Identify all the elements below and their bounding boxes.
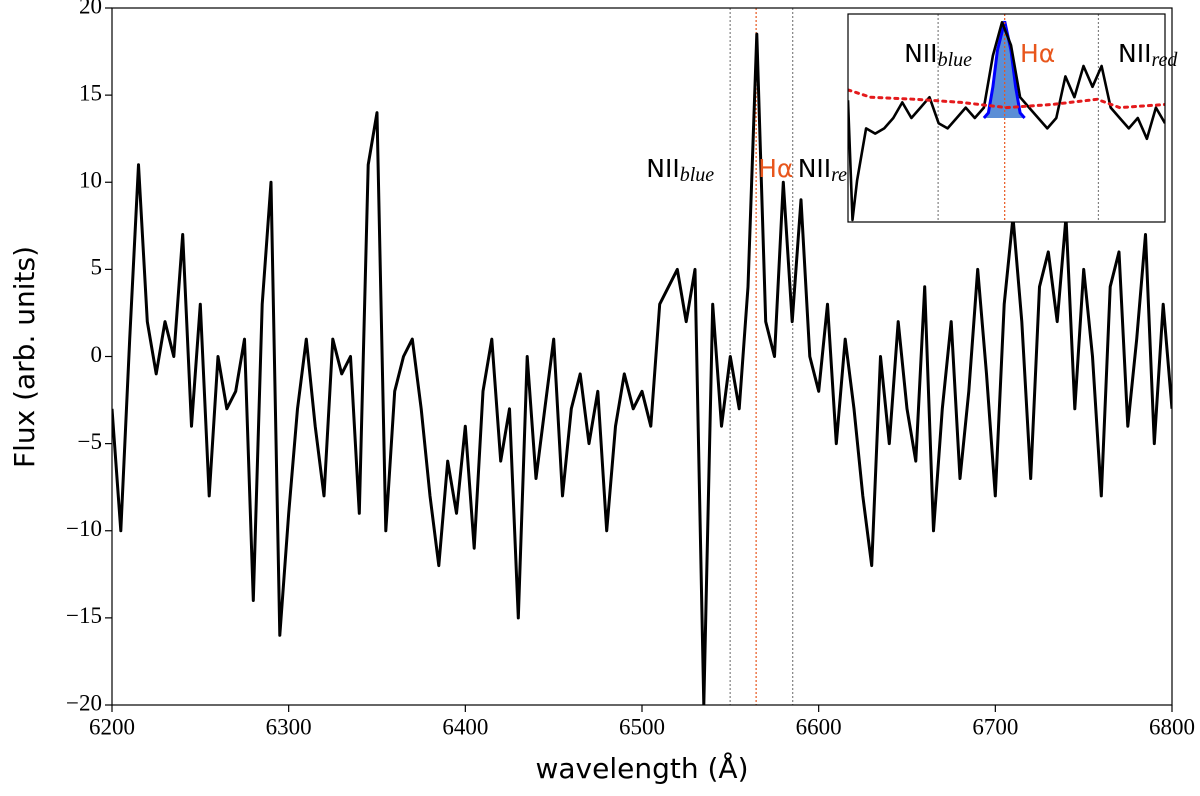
x-tick-label: 6700 (972, 714, 1018, 739)
x-tick-label: 6300 (266, 714, 312, 739)
inset-line-label: Hα (1020, 39, 1055, 68)
inset-area (848, 14, 1165, 222)
plot-area (112, 8, 1172, 705)
y-tick-label: 5 (91, 255, 103, 280)
x-tick-label: 6600 (796, 714, 842, 739)
inset-line-label-text: NII (1118, 39, 1151, 68)
line-label: NIIblue (646, 154, 714, 186)
line-label-text: Hα (758, 154, 793, 183)
inset-line-label-sub: blue (938, 49, 973, 71)
y-tick-label: −10 (66, 516, 102, 541)
line-label-text: NII (798, 154, 831, 183)
y-tick-label: 20 (79, 0, 102, 18)
fit-area (983, 21, 1025, 118)
continuum-line (848, 88, 1165, 110)
y-axis-label: Flux (arb. units) (8, 246, 41, 468)
line-label-sub: blue (680, 164, 715, 186)
inset-line-label-text: Hα (1020, 39, 1055, 68)
x-tick-label: 6500 (619, 714, 665, 739)
y-tick-label: 0 (91, 342, 103, 367)
inset-line-label: NIIblue (904, 39, 972, 71)
fit-line (982, 20, 1026, 119)
inset-frame (847, 13, 1166, 223)
x-tick-label: 6400 (442, 714, 488, 739)
y-tick-label: −5 (78, 429, 102, 454)
spectrum-line (112, 32, 1172, 705)
x-tick-label: 6200 (89, 714, 135, 739)
inset-line-label: NIIred (1118, 39, 1178, 71)
x-tick-label: 6800 (1149, 714, 1195, 739)
line-label: Hα (758, 154, 793, 183)
x-axis-label: wavelength (Å) (535, 751, 748, 785)
inset-line-label-text: NII (904, 39, 937, 68)
y-tick-label: −20 (66, 690, 102, 715)
y-tick-label: 10 (79, 168, 102, 193)
y-tick-label: 15 (79, 80, 102, 105)
y-tick-label: −15 (66, 603, 102, 628)
inset-spectrum (848, 21, 1165, 222)
plot-frame (111, 7, 1173, 706)
line-label-text: NII (646, 154, 679, 183)
